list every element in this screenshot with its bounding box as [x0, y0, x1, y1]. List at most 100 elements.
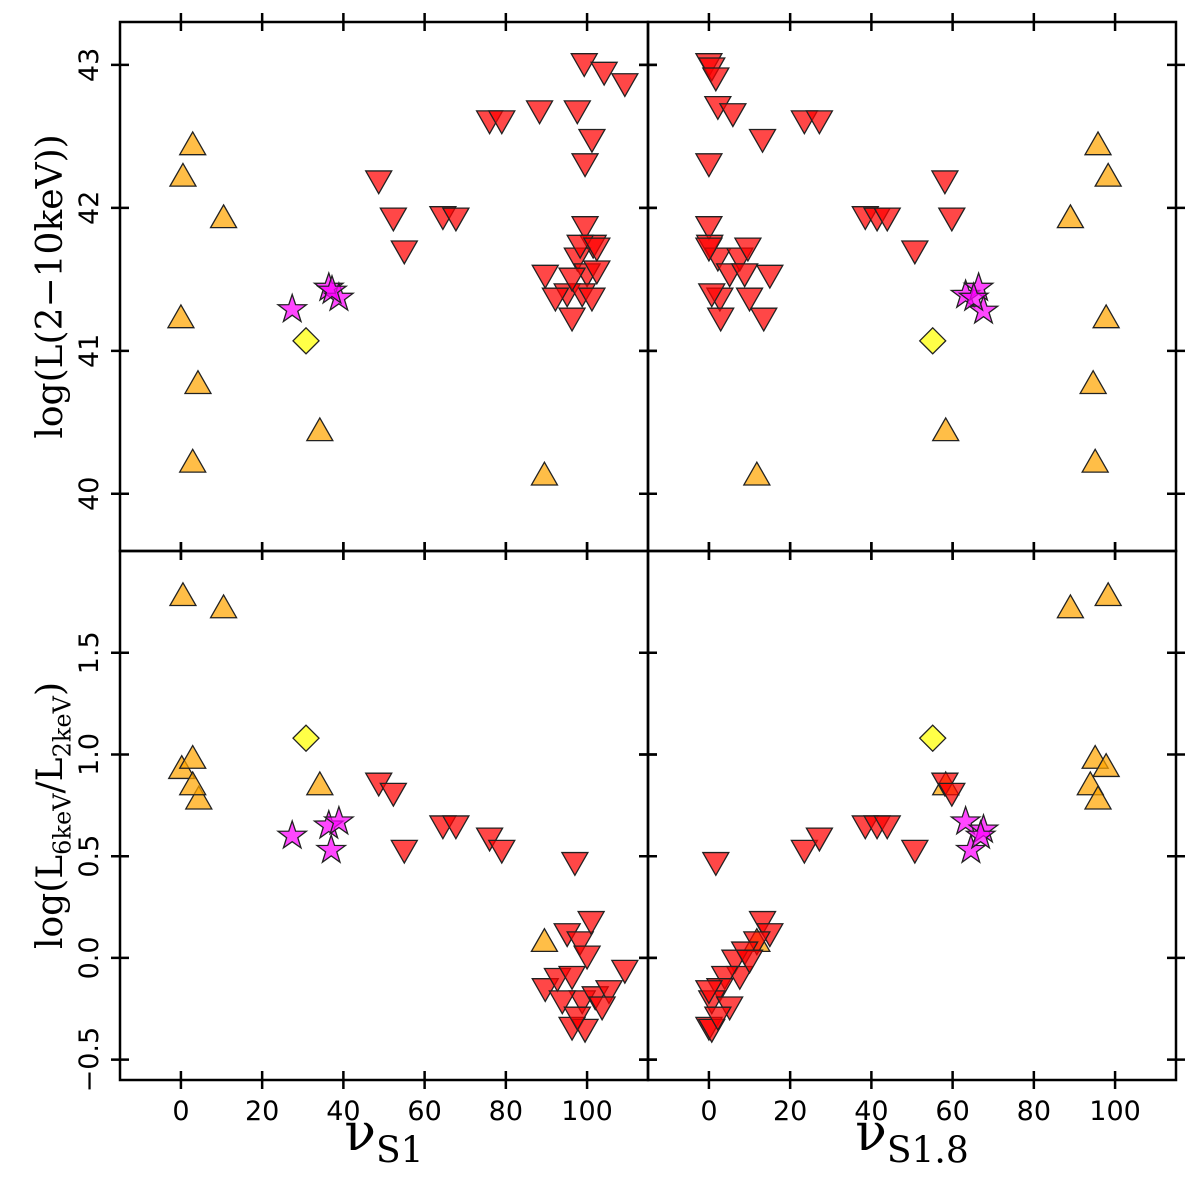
data-point	[697, 283, 726, 308]
y-tick-label: 43	[74, 48, 105, 82]
data-point	[733, 237, 763, 263]
data-point	[178, 744, 207, 769]
x-tick-label: 60	[407, 1096, 441, 1127]
data-point	[305, 416, 334, 442]
data-point	[570, 216, 600, 241]
data-point	[1094, 581, 1123, 607]
data-point	[742, 460, 771, 486]
data-point	[168, 581, 198, 607]
subscript: S1.8	[887, 1131, 969, 1172]
data-point	[1083, 784, 1113, 810]
data-point	[937, 207, 966, 233]
x-tick-label: 40	[854, 1096, 888, 1127]
data-point	[694, 153, 724, 178]
data-point	[900, 839, 929, 865]
subscript: 6keV	[48, 793, 76, 855]
data-point	[755, 264, 784, 290]
data-point	[930, 170, 960, 196]
data-point	[379, 207, 408, 233]
data-point	[557, 267, 587, 293]
subscript: S1	[376, 1131, 424, 1172]
data-point	[748, 910, 777, 936]
data-point	[184, 784, 213, 810]
y-tick-label: 41	[74, 334, 105, 368]
data-point	[610, 73, 639, 98]
data-point	[918, 724, 947, 753]
x-tick-label: 60	[935, 1096, 969, 1127]
x-tick-label: 100	[1089, 1096, 1141, 1127]
data-point	[305, 770, 334, 796]
data-point	[735, 287, 764, 313]
axes-frame	[646, 549, 1178, 1082]
data-point	[209, 593, 238, 619]
data-point	[557, 965, 587, 991]
y-tick-label: −0.5	[74, 1027, 105, 1093]
data-point	[322, 804, 356, 836]
data-point	[748, 128, 777, 154]
data-point	[292, 724, 320, 753]
data-point	[931, 416, 960, 442]
data-point	[582, 237, 611, 263]
data-point	[710, 965, 739, 991]
data-point	[475, 827, 504, 853]
data-point	[390, 240, 419, 266]
data-point	[530, 927, 559, 953]
data-point	[610, 959, 639, 985]
data-point	[1056, 593, 1085, 619]
data-point	[918, 326, 947, 355]
data-point	[594, 980, 624, 1005]
data-point	[541, 287, 570, 313]
data-point	[1056, 203, 1085, 229]
data-point	[487, 110, 516, 135]
data-point	[525, 100, 554, 125]
data-point	[572, 945, 602, 971]
label-part: ν	[855, 1103, 887, 1163]
data-point	[749, 307, 778, 333]
data-point	[1092, 303, 1121, 329]
x-axis-label: νS1	[344, 1103, 423, 1172]
data-point	[178, 130, 207, 156]
data-point	[577, 287, 607, 313]
data-point	[315, 833, 348, 864]
data-point	[531, 978, 560, 1003]
data-point	[178, 770, 207, 796]
data-point	[805, 110, 834, 135]
data-point	[694, 216, 724, 241]
data-point	[957, 280, 990, 312]
data-point	[1081, 448, 1110, 473]
data-point	[1092, 752, 1121, 778]
data-point	[364, 170, 393, 196]
data-point	[590, 61, 619, 87]
x-tick-label: 20	[245, 1096, 279, 1127]
x-tick-label: 20	[773, 1096, 807, 1127]
data-point	[706, 307, 735, 333]
data-point	[873, 207, 902, 233]
data-point	[577, 910, 606, 936]
data-point	[530, 460, 559, 486]
y-tick-label: 1.0	[74, 733, 105, 776]
data-point	[560, 851, 590, 877]
y-axis-label: log(L(2−10keV))	[30, 134, 71, 438]
data-point	[703, 1006, 732, 1032]
data-point	[730, 263, 759, 288]
y-tick-label: 0.0	[74, 936, 105, 979]
data-point	[168, 162, 198, 187]
data-point	[694, 237, 724, 263]
y-tick-label: 0.5	[74, 835, 105, 878]
subscript: 2keV	[48, 695, 76, 757]
data-point	[949, 804, 982, 836]
data-point	[276, 818, 309, 850]
data-point	[1083, 130, 1113, 156]
data-point	[570, 153, 600, 178]
data-point	[964, 818, 997, 850]
data-point	[548, 990, 577, 1015]
y-axis-label: log(L6keV/L2keV)	[30, 682, 76, 949]
data-point	[577, 128, 607, 154]
data-point	[531, 264, 560, 290]
data-point	[315, 273, 349, 305]
data-point	[292, 326, 320, 355]
data-point	[954, 833, 988, 864]
data-point	[735, 949, 764, 975]
y-tick-label: 1.5	[74, 631, 105, 674]
